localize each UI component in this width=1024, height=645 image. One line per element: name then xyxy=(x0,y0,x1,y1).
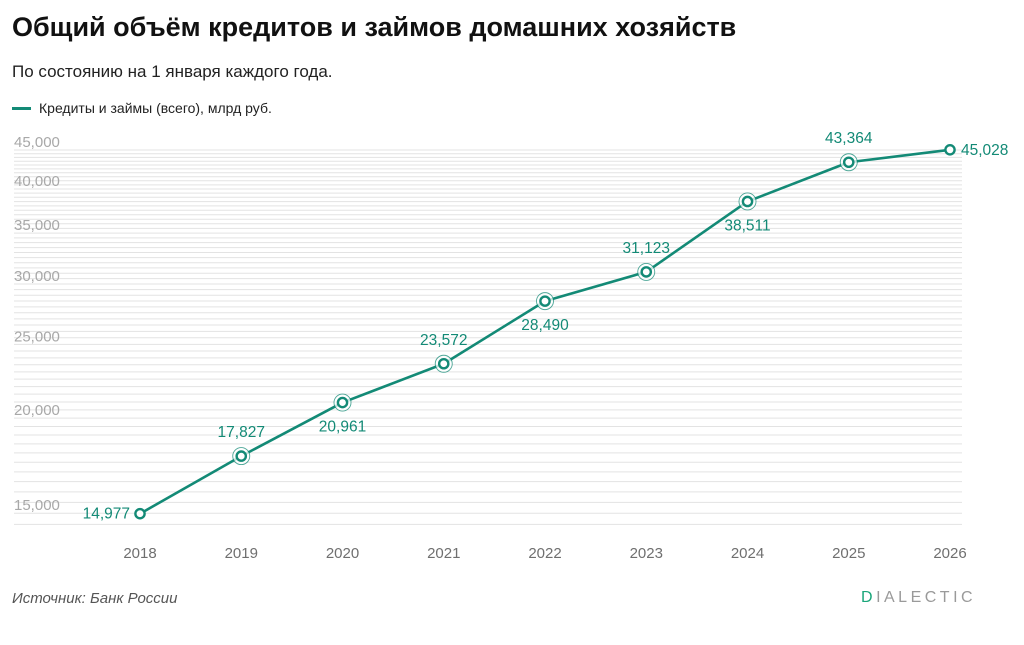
data-point xyxy=(437,357,450,370)
y-tick-label: 20,000 xyxy=(14,402,60,419)
data-point xyxy=(944,143,956,156)
data-label: 20,961 xyxy=(319,419,366,436)
data-point xyxy=(134,507,146,520)
y-tick-label: 15,000 xyxy=(14,497,60,514)
x-tick-label: 2020 xyxy=(326,545,359,562)
y-tick-label: 25,000 xyxy=(14,328,60,345)
legend-line-swatch xyxy=(12,106,31,110)
data-label: 28,490 xyxy=(521,317,569,334)
brand-logo: DIALECTIC xyxy=(861,589,976,607)
data-label: 23,572 xyxy=(420,332,467,349)
data-label: 17,827 xyxy=(218,424,265,441)
data-point xyxy=(741,195,754,208)
data-point xyxy=(235,450,248,462)
x-tick-label: 2026 xyxy=(933,545,966,562)
data-label: 31,123 xyxy=(623,240,670,257)
x-tick-label: 2025 xyxy=(832,545,865,562)
y-tick-label: 35,000 xyxy=(14,217,60,234)
legend: Кредиты и займы (всего), млрд руб. xyxy=(12,100,272,116)
brand-logo-initial: D xyxy=(861,589,877,606)
x-tick-label: 2023 xyxy=(630,545,663,562)
x-tick-label: 2022 xyxy=(528,545,561,562)
x-tick-label: 2019 xyxy=(225,545,258,562)
chart-subtitle: По состоянию на 1 января каждого года. xyxy=(12,62,333,81)
data-label: 38,511 xyxy=(724,217,770,234)
legend-label: Кредиты и займы (всего), млрд руб. xyxy=(39,100,272,116)
data-point xyxy=(539,295,551,307)
data-point xyxy=(640,266,653,278)
y-tick-label: 40,000 xyxy=(14,173,60,190)
chart-title: Общий объём кредитов и займов домашних х… xyxy=(12,12,737,42)
data-label: 43,364 xyxy=(825,130,873,147)
data-label: 45,028 xyxy=(961,142,1008,159)
x-tick-label: 2021 xyxy=(427,545,460,562)
x-tick-label: 2024 xyxy=(731,545,764,562)
y-tick-label: 30,000 xyxy=(14,268,60,285)
data-point xyxy=(842,156,855,169)
data-point xyxy=(336,396,349,409)
brand-logo-text: IALECTIC xyxy=(876,589,977,606)
y-tick-label: 45,000 xyxy=(14,134,60,151)
x-tick-label: 2018 xyxy=(123,545,156,562)
data-label: 14,977 xyxy=(83,506,130,523)
source-note: Источник: Банк России xyxy=(12,590,178,607)
